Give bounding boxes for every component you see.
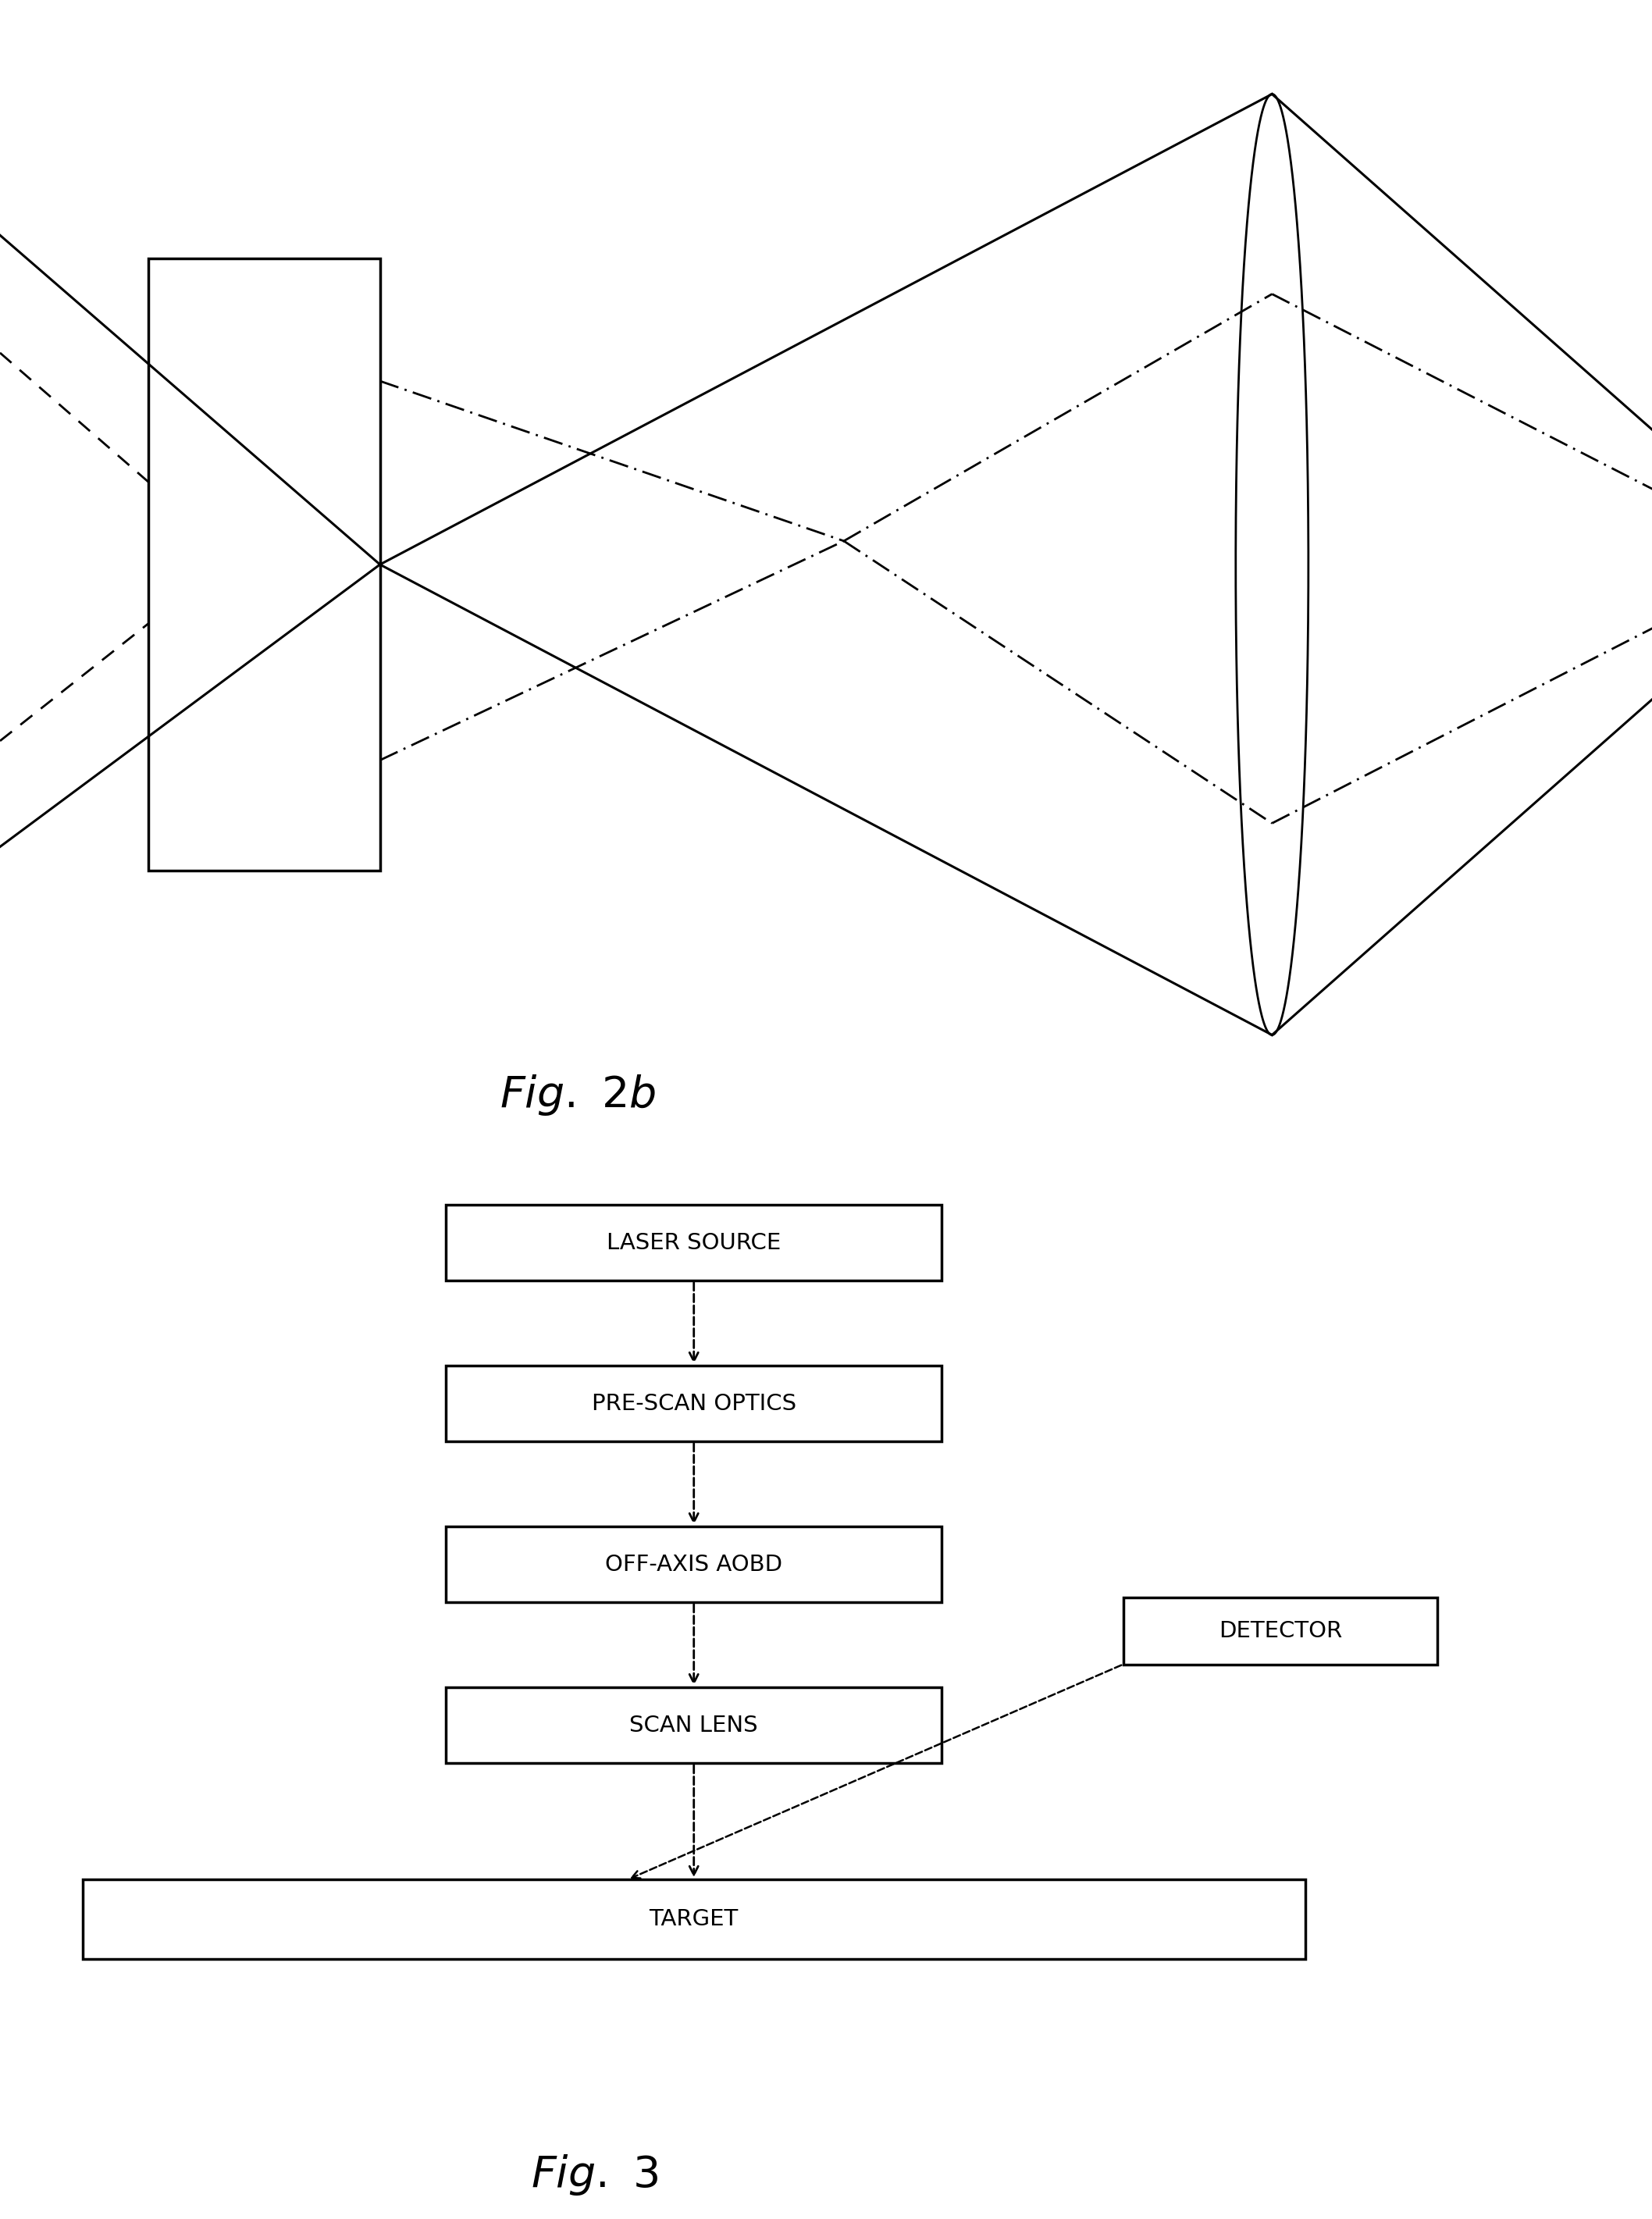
Bar [446, 1367, 942, 1442]
Text: $\mathit{Fig.}$ $\mathit{2b}$: $\mathit{Fig.}$ $\mathit{2b}$ [501, 1072, 656, 1116]
Text: $\mathit{Fig.}$ $\mathit{3}$: $\mathit{Fig.}$ $\mathit{3}$ [530, 2152, 659, 2197]
Text: PRE-SCAN OPTICS: PRE-SCAN OPTICS [591, 1394, 796, 1414]
Text: OFF-AXIS AOBD: OFF-AXIS AOBD [605, 1553, 783, 1575]
Bar [149, 260, 380, 870]
Bar [446, 1686, 942, 1762]
Text: TARGET: TARGET [649, 1908, 738, 1931]
Text: DETECTOR: DETECTOR [1219, 1620, 1341, 1642]
Text: SCAN LENS: SCAN LENS [629, 1715, 758, 1735]
Bar [446, 1205, 942, 1280]
Text: LASER SOURCE: LASER SOURCE [606, 1232, 781, 1254]
Bar [83, 1879, 1305, 1959]
Bar [446, 1527, 942, 1602]
Bar [1123, 1598, 1437, 1664]
